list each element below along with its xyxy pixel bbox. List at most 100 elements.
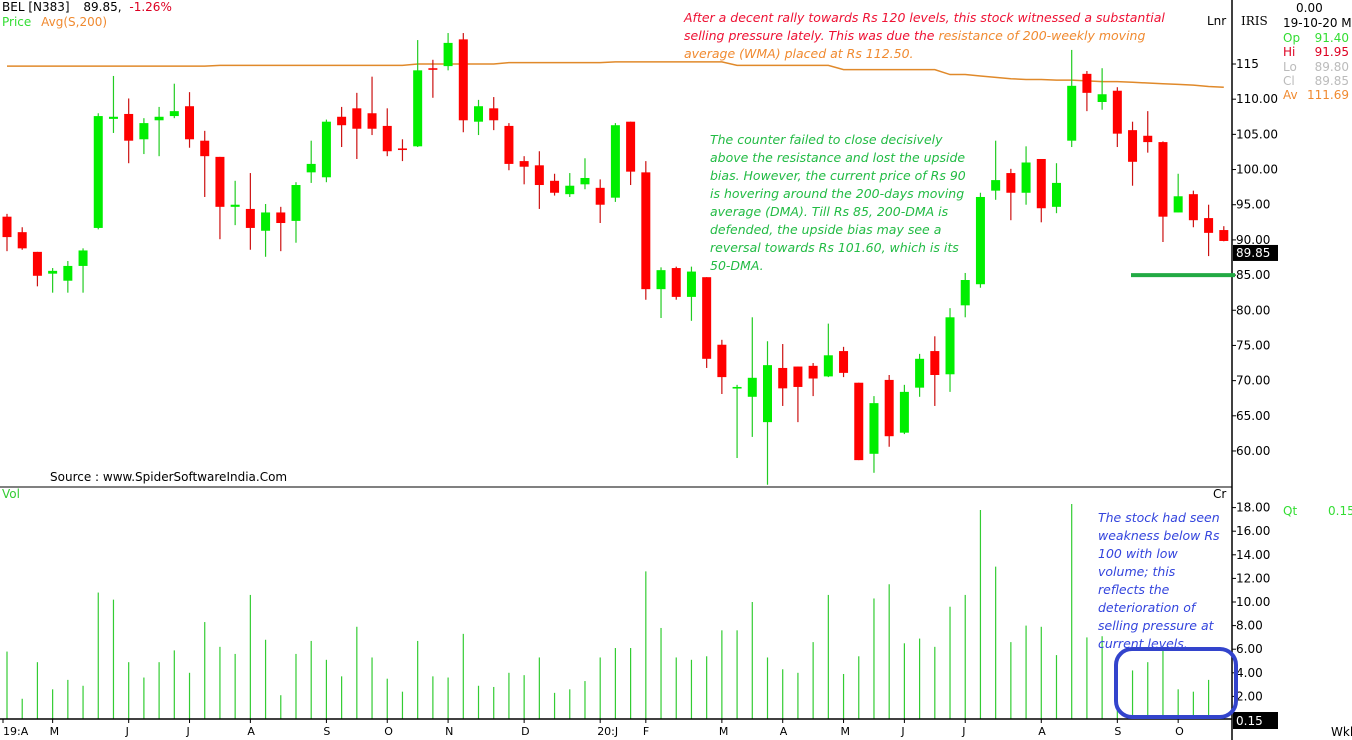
candle-down (1158, 141, 1168, 243)
candle-up (763, 341, 772, 485)
candle-down (215, 156, 225, 240)
date-tick-label: A (780, 725, 788, 738)
candle-down (17, 227, 27, 250)
source-text: Source : www.SpiderSoftwareIndia.Com (50, 470, 288, 484)
candle-body (960, 280, 970, 306)
date-tick-label: M (719, 725, 729, 738)
candle-body (321, 121, 331, 178)
candle-body (504, 125, 514, 164)
candle-up (565, 173, 575, 197)
candle-down (1219, 226, 1229, 242)
date-tick-label: J (125, 725, 129, 738)
candle-down (1204, 204, 1214, 257)
candle-body (1128, 130, 1138, 162)
readout-label: Hi (1283, 45, 1296, 60)
candle-body (732, 386, 742, 389)
candle-down (504, 123, 514, 171)
readout-label: Op (1283, 31, 1301, 45)
candle-body (1188, 194, 1198, 221)
candle-up (1051, 163, 1061, 214)
candle-body (915, 358, 925, 388)
candle-up (945, 308, 955, 392)
candle-down (185, 92, 195, 148)
price-tick-label: 85.00 (1236, 268, 1270, 282)
date-readout: 19-10-20 Mo (1283, 16, 1352, 30)
candle-body (230, 204, 240, 207)
price-tick-label: 115 (1236, 57, 1259, 71)
candle-body (1097, 94, 1107, 102)
candle-body (1158, 142, 1168, 217)
candle-up (169, 83, 179, 119)
chart-header: BEL [N383] 89.85, -1.26% (2, 0, 172, 14)
date-tick-label: S (1114, 725, 1121, 738)
candle-down (337, 106, 347, 148)
symbol-label: BEL [N383] (2, 0, 70, 14)
candle-body (1021, 162, 1031, 193)
candle-body (1219, 230, 1229, 241)
candle-down (489, 97, 499, 131)
last-price-marker (1233, 244, 1278, 261)
candle-body (200, 140, 210, 157)
candle-body (808, 365, 818, 379)
date-tick-label: M (841, 725, 851, 738)
annotation-top-orange: resistance of 200-weekly moving average … (684, 28, 1146, 61)
scale-mode[interactable]: Lnr (1207, 14, 1227, 28)
candle-up (474, 99, 484, 136)
readout-value: 89.80 (1314, 59, 1349, 74)
candle-up (610, 123, 620, 202)
candle-body (489, 108, 499, 121)
candle-up (413, 40, 423, 148)
date-tick-label: D (521, 725, 529, 738)
change-percent: -1.26% (129, 0, 172, 14)
last-price-marker-label: 89.85 (1236, 246, 1270, 260)
candle-body (899, 391, 909, 433)
volume-tick-label: 14.00 (1236, 548, 1270, 562)
candle-up (154, 106, 164, 157)
candle-body (686, 271, 696, 297)
readout-row-av: Av 111.69 (1283, 88, 1352, 102)
candle-up (1021, 146, 1031, 205)
candle-body (397, 148, 407, 151)
candle-down (32, 251, 42, 287)
low-volume-highlight-box (1114, 647, 1238, 719)
candle-up (1097, 68, 1107, 110)
candle-body (580, 177, 590, 185)
candle-up (960, 272, 970, 318)
candle-up (108, 75, 118, 133)
candle-down (854, 382, 864, 461)
annotation-volume: The stock had seen weakness below Rs 100… (1098, 510, 1220, 651)
candle-body (17, 232, 27, 249)
candle-down (550, 173, 560, 196)
candle-down (1112, 87, 1122, 148)
candle-up (306, 140, 316, 183)
readout-label: Lo (1283, 59, 1297, 74)
readout-row-op: Op 91.40 (1283, 31, 1352, 45)
candle-body (610, 125, 620, 198)
candle-body (367, 113, 377, 129)
candle-down (1082, 71, 1092, 112)
candle-down (367, 76, 377, 136)
candle-body (1204, 218, 1214, 233)
moving-average-line (7, 61, 1224, 89)
candle-up (899, 384, 909, 435)
price-tick-label: 60.00 (1236, 444, 1270, 458)
candle-body (869, 403, 879, 454)
candle-up (732, 384, 742, 459)
date-tick-label: A (247, 725, 255, 738)
candle-up (991, 140, 1001, 200)
candles-layer (2, 33, 1229, 485)
date-tick-label: J (186, 725, 190, 738)
candle-body (93, 116, 103, 228)
date-tick-label: A (1038, 725, 1046, 738)
candle-down (1006, 168, 1016, 221)
date-tick-label: M (50, 725, 60, 738)
candle-body (1036, 158, 1046, 209)
candle-body (991, 180, 1001, 191)
candle-body (702, 277, 712, 359)
period-selector[interactable]: Wkl (1331, 725, 1352, 739)
brand-label: IRIS (1241, 14, 1268, 28)
candle-down (458, 33, 468, 133)
candle-up (975, 192, 985, 288)
volume-tick-label: 8.00 (1236, 619, 1263, 633)
candle-up (656, 267, 666, 318)
